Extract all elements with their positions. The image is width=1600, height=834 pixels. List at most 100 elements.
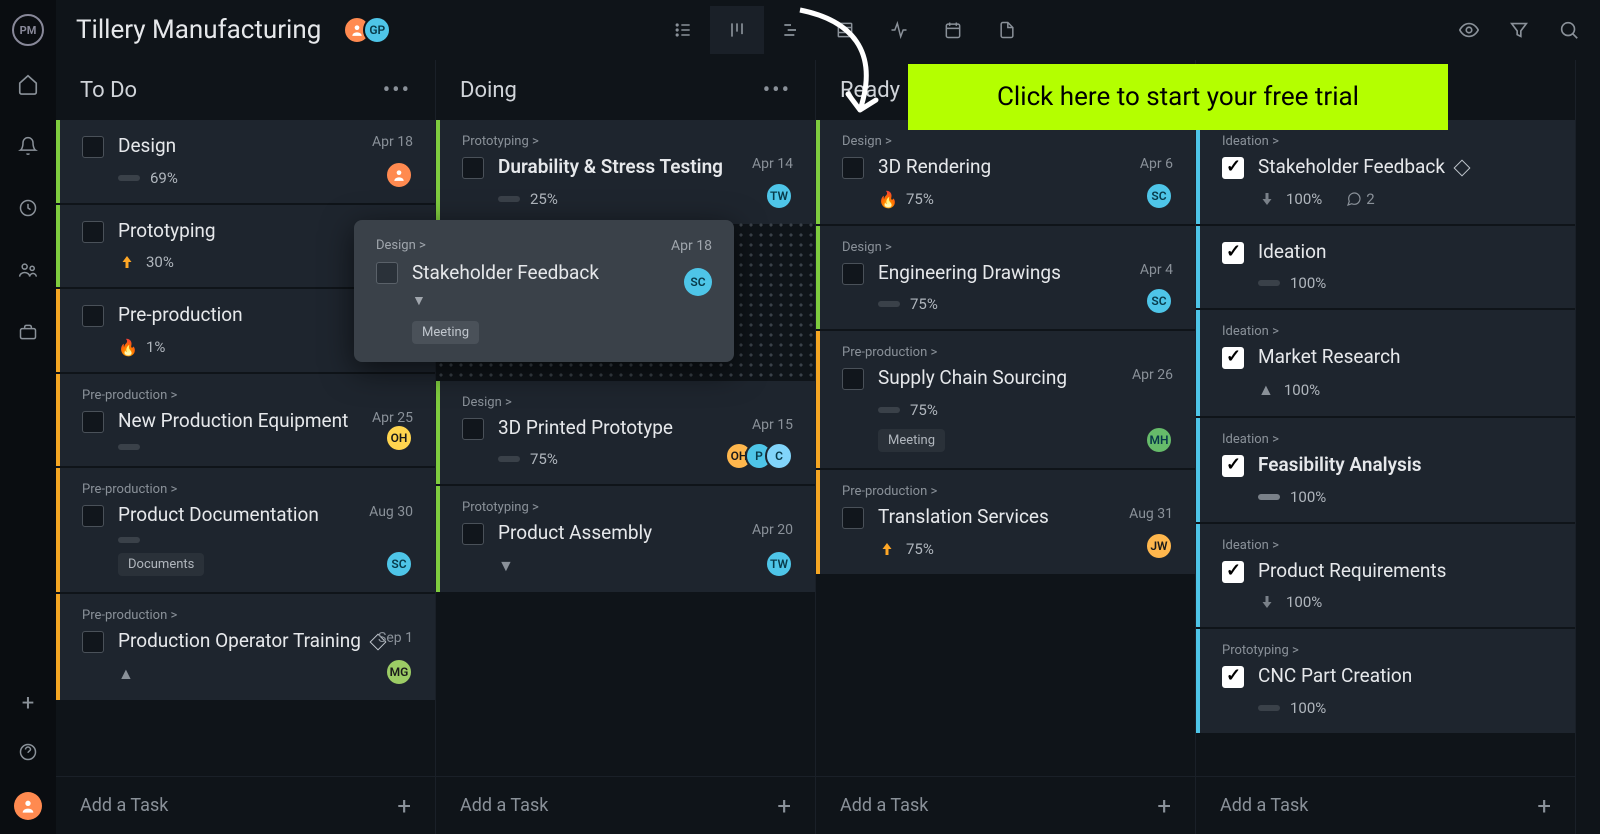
progress-text: 100% bbox=[1290, 488, 1326, 506]
card-breadcrumb: Design > bbox=[842, 240, 1173, 255]
filter-icon[interactable] bbox=[1508, 19, 1530, 41]
task-card[interactable]: Ideation > Market Research ▲100% bbox=[1196, 310, 1575, 416]
task-checkbox[interactable] bbox=[462, 523, 484, 545]
task-checkbox[interactable] bbox=[842, 368, 864, 390]
watch-icon[interactable] bbox=[1458, 19, 1480, 41]
task-checkbox[interactable] bbox=[1222, 666, 1244, 688]
task-card[interactable]: Ideation 100% bbox=[1196, 226, 1575, 309]
task-checkbox[interactable] bbox=[462, 157, 484, 179]
task-card[interactable]: Pre-production > Product Documentation A… bbox=[56, 468, 435, 593]
team-icon[interactable] bbox=[16, 258, 40, 282]
plus-icon: + bbox=[1537, 792, 1551, 820]
task-checkbox[interactable] bbox=[1222, 561, 1244, 583]
assignee-avatar[interactable]: OH bbox=[385, 424, 413, 452]
assignee-avatar[interactable]: JW bbox=[1145, 532, 1173, 560]
search-icon[interactable] bbox=[1558, 19, 1580, 41]
dragging-card[interactable]: Design > Stakeholder Feedback Apr 18 ▼ S… bbox=[354, 220, 734, 362]
assignee-avatar[interactable]: MH bbox=[1145, 426, 1173, 454]
task-card[interactable]: Pre-production > Supply Chain Sourcing A… bbox=[816, 331, 1195, 468]
progress-text: 75% bbox=[910, 401, 938, 419]
bell-icon[interactable] bbox=[16, 134, 40, 158]
comments-count[interactable]: 2 bbox=[1346, 190, 1374, 208]
task-checkbox[interactable] bbox=[82, 305, 104, 327]
caret-down-icon[interactable]: ▼ bbox=[498, 556, 514, 576]
task-card[interactable]: Ideation > Product Requirements 100% bbox=[1196, 524, 1575, 628]
card-breadcrumb: Ideation > bbox=[1222, 432, 1553, 447]
task-checkbox[interactable] bbox=[1222, 347, 1244, 369]
clock-icon[interactable] bbox=[16, 196, 40, 220]
task-checkbox[interactable] bbox=[842, 507, 864, 529]
progress-text: 69% bbox=[150, 169, 178, 187]
sheet-view-tab[interactable] bbox=[818, 6, 872, 54]
assignee-avatar[interactable]: TW bbox=[765, 182, 793, 210]
task-checkbox[interactable] bbox=[462, 418, 484, 440]
gantt-view-tab[interactable] bbox=[764, 6, 818, 54]
task-card[interactable]: Design Apr 18 69% bbox=[56, 120, 435, 203]
free-trial-cta[interactable]: Click here to start your free trial bbox=[908, 64, 1448, 130]
card-breadcrumb: Pre-production > bbox=[82, 608, 413, 623]
priority-flame-icon: 🔥 bbox=[878, 190, 896, 208]
task-checkbox[interactable] bbox=[82, 411, 104, 433]
task-checkbox[interactable] bbox=[1222, 455, 1244, 477]
calendar-view-tab[interactable] bbox=[926, 6, 980, 54]
card-tag: Meeting bbox=[412, 321, 479, 344]
kanban-board: To Do ••• Design Apr 18 69% Prototyping bbox=[56, 60, 1600, 834]
assignee-avatar[interactable]: MG bbox=[385, 658, 413, 686]
assignee-avatar[interactable]: SC bbox=[385, 550, 413, 578]
card-title: Feasibility Analysis bbox=[1258, 453, 1553, 478]
assignee-avatar[interactable]: C bbox=[765, 442, 793, 470]
assignee-avatar[interactable] bbox=[385, 161, 413, 189]
task-checkbox[interactable] bbox=[842, 263, 864, 285]
user-avatar[interactable] bbox=[14, 792, 42, 820]
task-checkbox[interactable] bbox=[842, 157, 864, 179]
task-card[interactable]: Design > 3D Printed Prototype Apr 15 75%… bbox=[436, 381, 815, 485]
help-icon[interactable] bbox=[18, 742, 38, 766]
task-card[interactable]: Ideation > Stakeholder Feedback 100%2 bbox=[1196, 120, 1575, 224]
task-checkbox[interactable] bbox=[82, 631, 104, 653]
task-checkbox[interactable] bbox=[82, 505, 104, 527]
assignee-avatar[interactable]: SC bbox=[1145, 182, 1173, 210]
caret-up-icon[interactable]: ▲ bbox=[1258, 380, 1274, 400]
add-task-button[interactable]: Add a Task+ bbox=[56, 776, 435, 834]
task-card[interactable]: Pre-production > Translation Services Au… bbox=[816, 470, 1195, 574]
task-card[interactable]: Pre-production > Production Operator Tra… bbox=[56, 594, 435, 700]
assignee-avatar[interactable]: TW bbox=[765, 550, 793, 578]
task-checkbox[interactable] bbox=[82, 221, 104, 243]
add-project-icon[interactable]: + bbox=[22, 691, 34, 716]
task-card[interactable]: Ideation > Feasibility Analysis 100% bbox=[1196, 418, 1575, 522]
list-view-tab[interactable] bbox=[656, 6, 710, 54]
task-checkbox[interactable] bbox=[1222, 242, 1244, 264]
card-title: CNC Part Creation bbox=[1258, 664, 1553, 689]
pm-logo[interactable]: PM bbox=[12, 14, 44, 46]
add-task-button[interactable]: Add a Task+ bbox=[816, 776, 1195, 834]
board-view-tab[interactable] bbox=[710, 6, 764, 54]
task-card[interactable]: Design > 3D Rendering Apr 6 🔥75% SC bbox=[816, 120, 1195, 224]
caret-up-icon[interactable]: ▲ bbox=[118, 664, 134, 684]
card-breadcrumb: Ideation > bbox=[1222, 538, 1553, 553]
milestone-icon bbox=[1453, 159, 1470, 176]
assignee-avatar[interactable]: SC bbox=[1145, 287, 1173, 315]
add-task-button[interactable]: Add a Task+ bbox=[436, 776, 815, 834]
column-menu-icon[interactable]: ••• bbox=[763, 78, 791, 103]
task-card[interactable]: Prototyping > Product Assembly Apr 20 ▼ … bbox=[436, 486, 815, 592]
task-card[interactable]: Pre-production > New Production Equipmen… bbox=[56, 374, 435, 466]
briefcase-icon[interactable] bbox=[16, 320, 40, 344]
assignee-avatar[interactable]: SC bbox=[684, 268, 712, 296]
home-icon[interactable] bbox=[16, 72, 40, 96]
card-title: Engineering Drawings bbox=[878, 261, 1173, 286]
task-card[interactable]: Design > Engineering Drawings Apr 4 75% … bbox=[816, 226, 1195, 330]
progress-text: 1% bbox=[146, 338, 165, 356]
project-members[interactable]: GP bbox=[343, 16, 391, 44]
column-menu-icon[interactable]: ••• bbox=[383, 78, 411, 103]
add-task-button[interactable]: Add a Task+ bbox=[1196, 776, 1575, 834]
files-view-tab[interactable] bbox=[980, 6, 1034, 54]
plus-icon: + bbox=[777, 792, 791, 820]
task-checkbox[interactable] bbox=[82, 136, 104, 158]
activity-view-tab[interactable] bbox=[872, 6, 926, 54]
task-checkbox[interactable] bbox=[376, 262, 398, 284]
task-card[interactable]: Prototyping > CNC Part Creation 100% bbox=[1196, 629, 1575, 733]
task-checkbox[interactable] bbox=[1222, 157, 1244, 179]
caret-down-icon[interactable]: ▼ bbox=[412, 292, 712, 309]
task-card[interactable]: Prototyping > Durability & Stress Testin… bbox=[436, 120, 815, 224]
progress-bar bbox=[498, 196, 520, 202]
